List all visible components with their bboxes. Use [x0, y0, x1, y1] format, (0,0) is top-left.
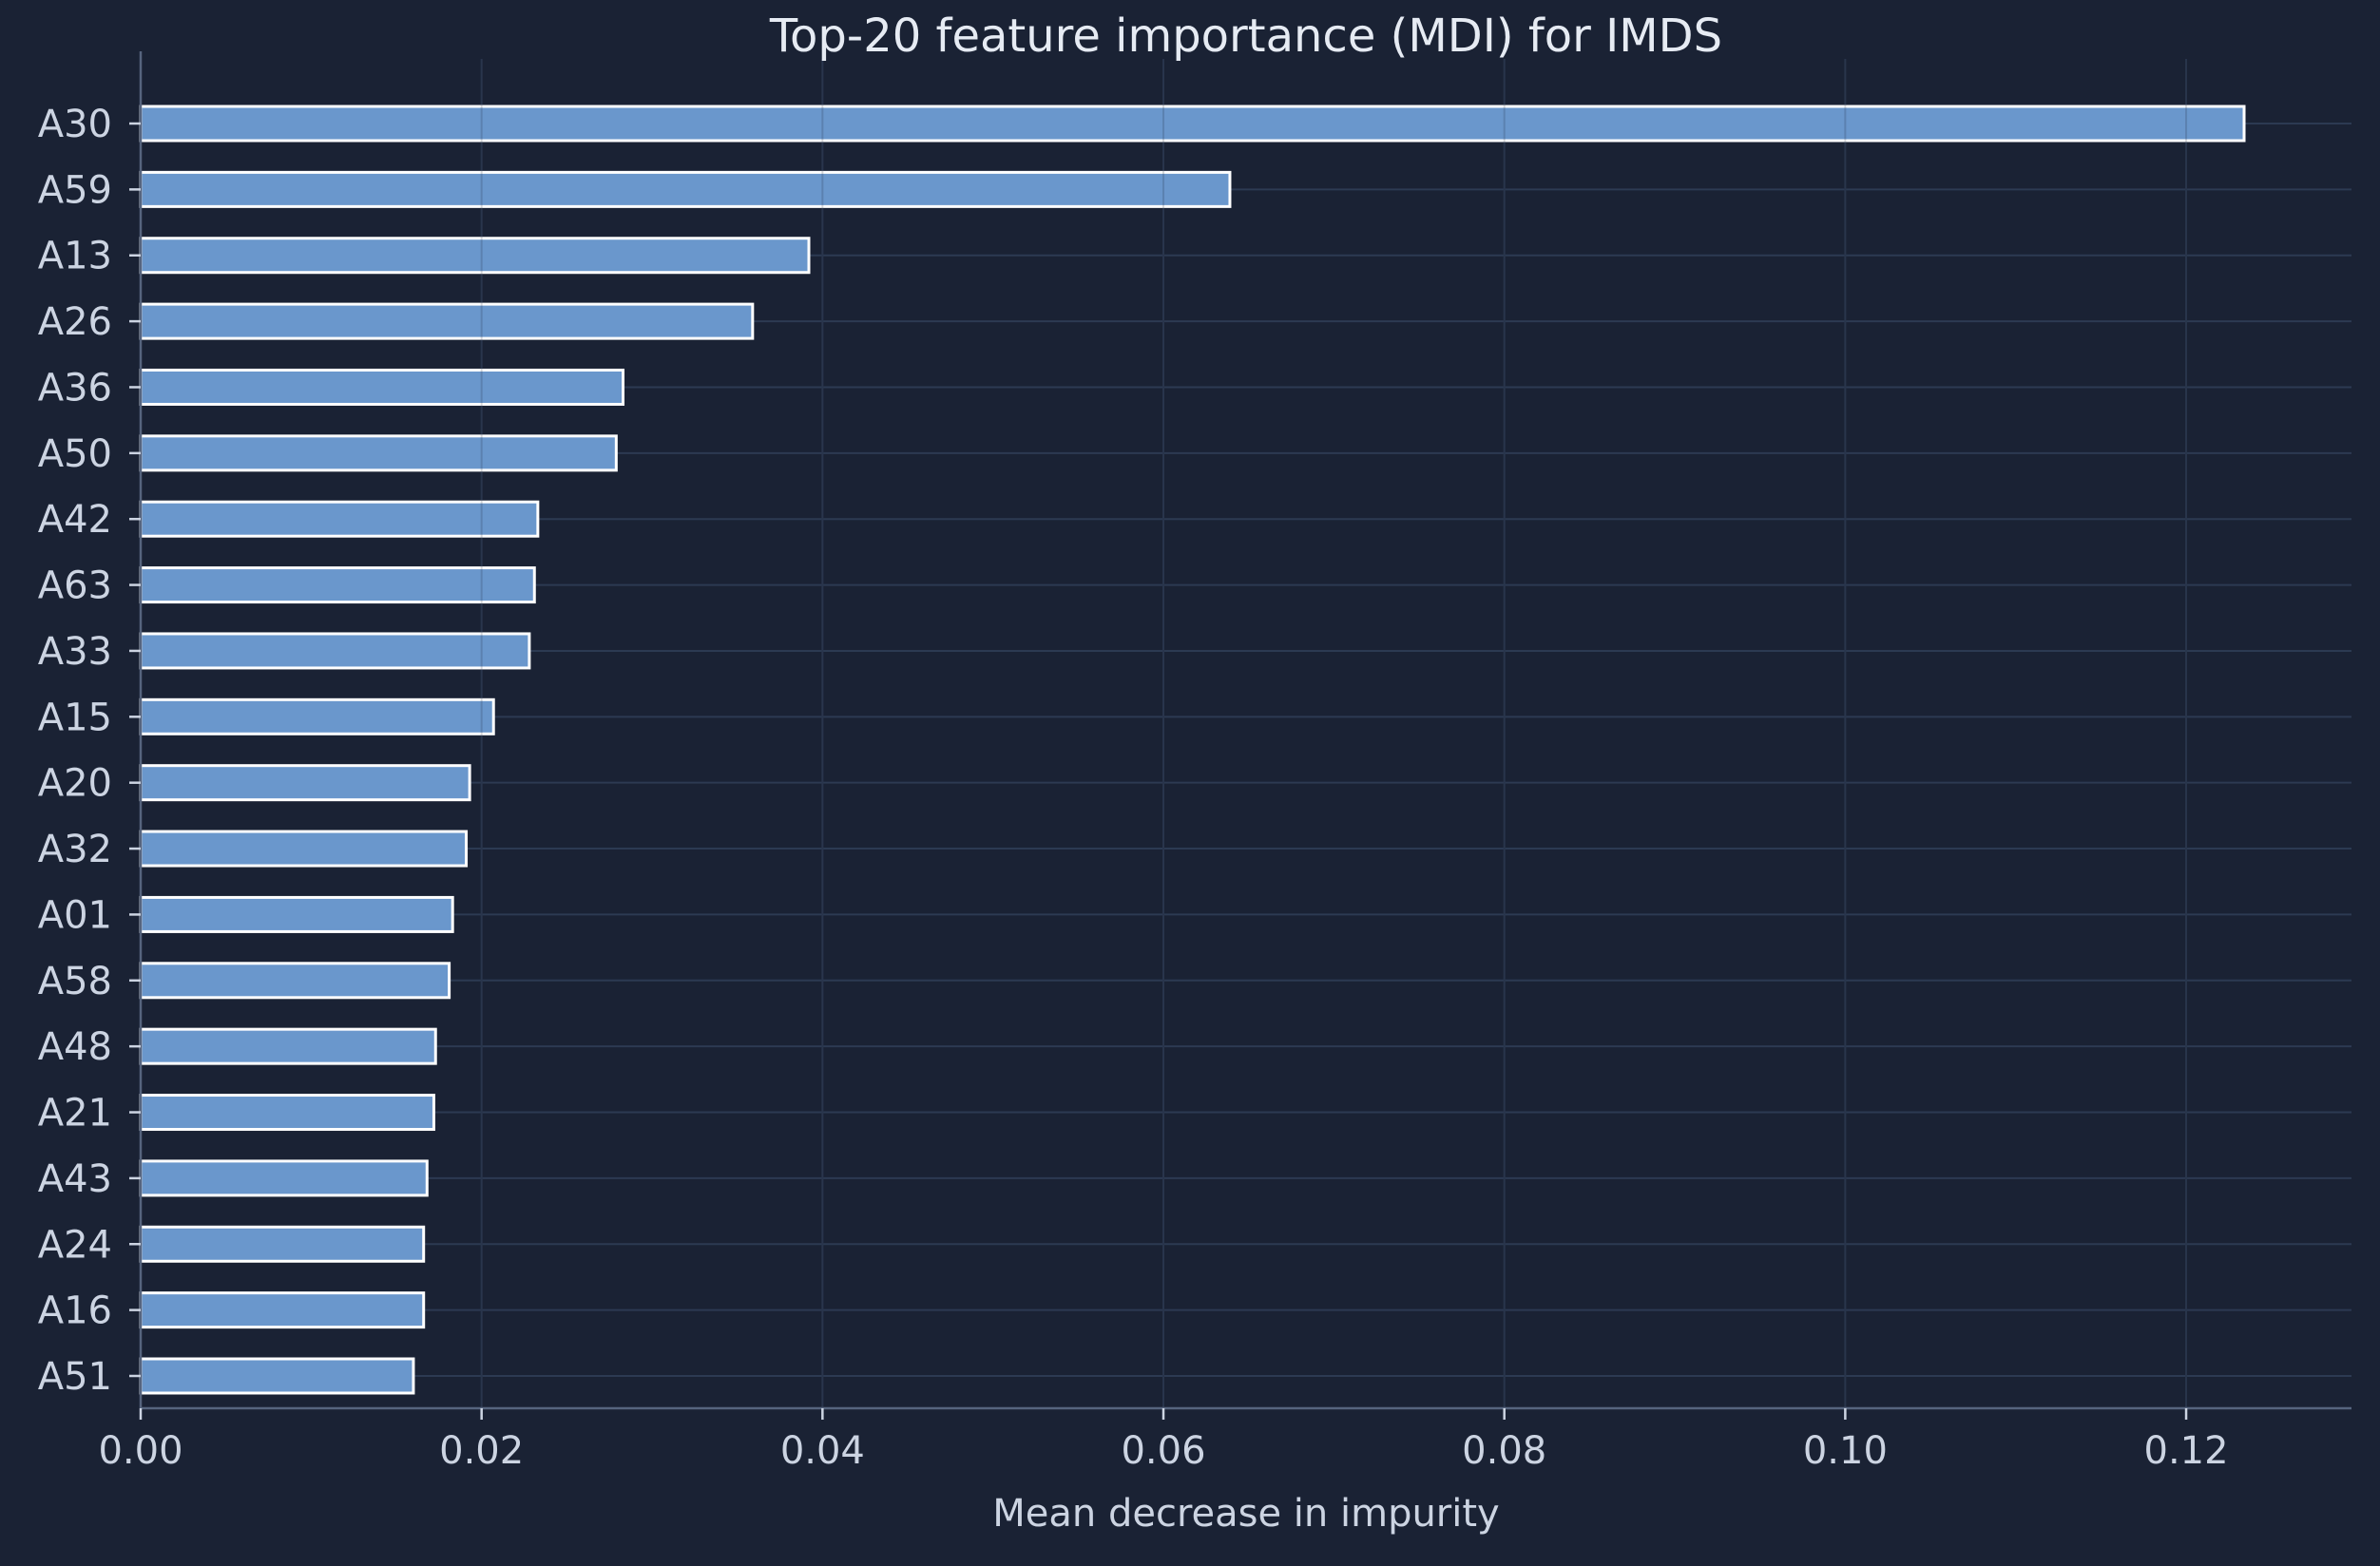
y-tick-label: A21 [38, 1092, 112, 1136]
bar-a01 [139, 895, 454, 933]
bar-a43 [139, 1159, 429, 1197]
x-tick-label: 0.12 [2144, 1429, 2229, 1473]
bar-a63 [139, 566, 536, 604]
bars [139, 59, 2246, 1408]
y-tick-label: A48 [38, 1025, 112, 1069]
y-tick-label: A24 [38, 1223, 112, 1267]
y-tick-label: A59 [38, 168, 112, 212]
x-tick-label: 0.00 [98, 1429, 182, 1473]
axes [129, 51, 2351, 1420]
y-tick-label: A43 [38, 1157, 112, 1201]
bar-a59 [139, 170, 1232, 208]
x-tick-labels: 0.00 0.02 0.04 0.06 0.08 0.10 0.12 [98, 1429, 2228, 1473]
x-tick-label: 0.06 [1121, 1429, 1205, 1473]
bar-a50 [139, 434, 618, 472]
y-tick-labels: A30 A59 A13 A26 A36 A50 A42 A63 A33 A15 A20 A32 A01 A… [38, 103, 112, 1399]
bar-a51 [139, 1357, 415, 1395]
bar-a36 [139, 368, 625, 406]
x-tick-label: 0.08 [1462, 1429, 1546, 1473]
y-tick-label: A50 [38, 432, 112, 476]
x-tick-label: 0.02 [439, 1429, 524, 1473]
bar-a20 [139, 764, 471, 802]
y-tick-label: A26 [38, 300, 112, 344]
bar-a42 [139, 500, 540, 538]
y-tick-label: A32 [38, 828, 112, 871]
bar-a16 [139, 1291, 426, 1329]
y-tick-label: A63 [38, 564, 112, 608]
bar-a21 [139, 1094, 435, 1132]
y-tick-label: A42 [38, 498, 112, 542]
y-tick-label: A58 [38, 960, 112, 1003]
x-tick-label: 0.04 [780, 1429, 865, 1473]
bar-a24 [139, 1225, 426, 1263]
bar-a48 [139, 1027, 437, 1065]
bar-a13 [139, 237, 811, 275]
bar-a30 [139, 105, 2246, 143]
bar-a58 [139, 962, 451, 1000]
y-tick-label: A01 [38, 893, 112, 937]
x-axis-label: Mean decrease in impurity [992, 1492, 1499, 1536]
y-tick-label: A51 [38, 1355, 112, 1399]
chart-title: Top-20 feature importance (MDI) for IMDS [769, 10, 1722, 63]
y-tick-label: A16 [38, 1289, 112, 1333]
y-tick-label: A30 [38, 103, 112, 146]
y-tick-label: A13 [38, 235, 112, 278]
y-tick-label: A36 [38, 366, 112, 410]
bar-a15 [139, 697, 495, 735]
bar-a33 [139, 632, 531, 670]
x-tick-label: 0.10 [1803, 1429, 1888, 1473]
bar-a26 [139, 302, 755, 340]
y-tick-label: A33 [38, 630, 112, 674]
y-tick-label: A20 [38, 762, 112, 806]
bar-a32 [139, 830, 469, 868]
y-tick-label: A15 [38, 696, 112, 739]
